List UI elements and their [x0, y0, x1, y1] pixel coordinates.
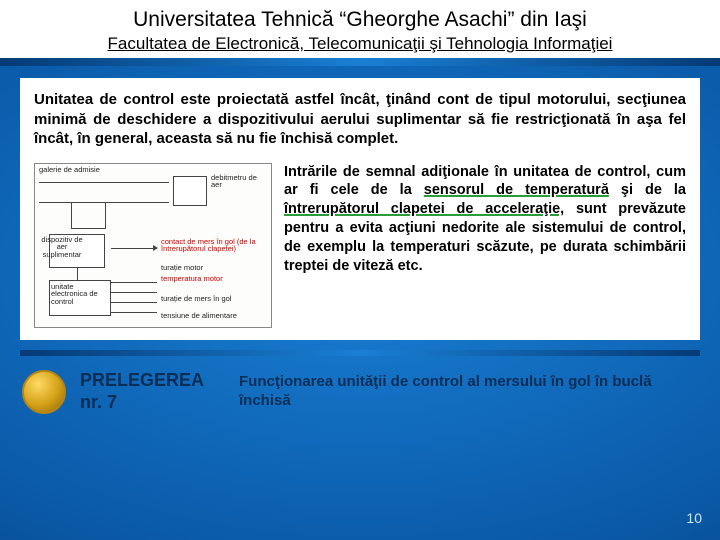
dg-intake-label: galerie de admisie — [39, 166, 100, 174]
dg-a2 — [111, 282, 157, 283]
university-title: Universitatea Tehnică “Gheorghe Asachi” … — [20, 8, 700, 32]
p2-sensor: sensorul de temperatură — [424, 182, 609, 198]
medal-icon — [22, 370, 66, 414]
lecture-no: nr. 7 — [80, 392, 117, 412]
slide-footer: PRELEGEREA nr. 7 Funcţionarea unităţii d… — [0, 356, 720, 414]
content-row-2: galerie de admisie debitmetru de aer dis… — [34, 163, 686, 328]
dg-pipe-top — [39, 182, 169, 183]
lecture-number: PRELEGEREA nr. 7 — [80, 370, 225, 413]
dg-supply: tensiune de alimentare — [161, 312, 237, 320]
dg-temp: temperatura motor — [161, 275, 223, 283]
page-number: 10 — [686, 510, 702, 526]
dg-v3 — [77, 268, 78, 280]
paragraph-1: Unitatea de control este proiectată astf… — [34, 90, 686, 149]
divider-top — [0, 58, 720, 66]
lecture-label: PRELEGEREA — [80, 370, 204, 390]
dg-v1 — [71, 202, 72, 228]
content-panel: Unitatea de control este proiectată astf… — [20, 78, 700, 340]
dg-airflow-box — [173, 176, 207, 206]
dg-ecu-label: unitate electronica de control — [51, 283, 109, 307]
dg-speed: turație motor — [161, 264, 203, 272]
paragraph-2: Intrările de semnal adiţionale în unitat… — [284, 163, 686, 328]
p2-b: şi de la — [609, 182, 686, 198]
lecture-topic: Funcţionarea unităţii de control al mers… — [239, 373, 698, 411]
dg-idle-contact: contact de mers în gol (de la întrerupăt… — [161, 238, 269, 254]
dg-airflow-label: debitmetru de aer — [211, 174, 267, 190]
p2-switch: întrerupătorul clapetei de acceleraţie, — [284, 201, 564, 217]
dg-idle-speed: turație de mers în gol — [161, 295, 231, 303]
dg-pipe-bot — [39, 202, 169, 203]
dg-a5 — [111, 312, 157, 313]
dg-a1 — [111, 248, 157, 249]
dg-aux-label: dispozitiv de aer suplimentar — [37, 236, 87, 260]
dg-a3 — [111, 292, 157, 293]
block-diagram: galerie de admisie debitmetru de aer dis… — [34, 163, 272, 328]
dg-a4 — [111, 302, 157, 303]
slide-header: Universitatea Tehnică “Gheorghe Asachi” … — [0, 0, 720, 58]
dg-v2 — [105, 202, 106, 228]
faculty-name: Facultatea de Electronică, Telecomunicaţ… — [20, 34, 700, 54]
dg-h1 — [71, 228, 106, 229]
